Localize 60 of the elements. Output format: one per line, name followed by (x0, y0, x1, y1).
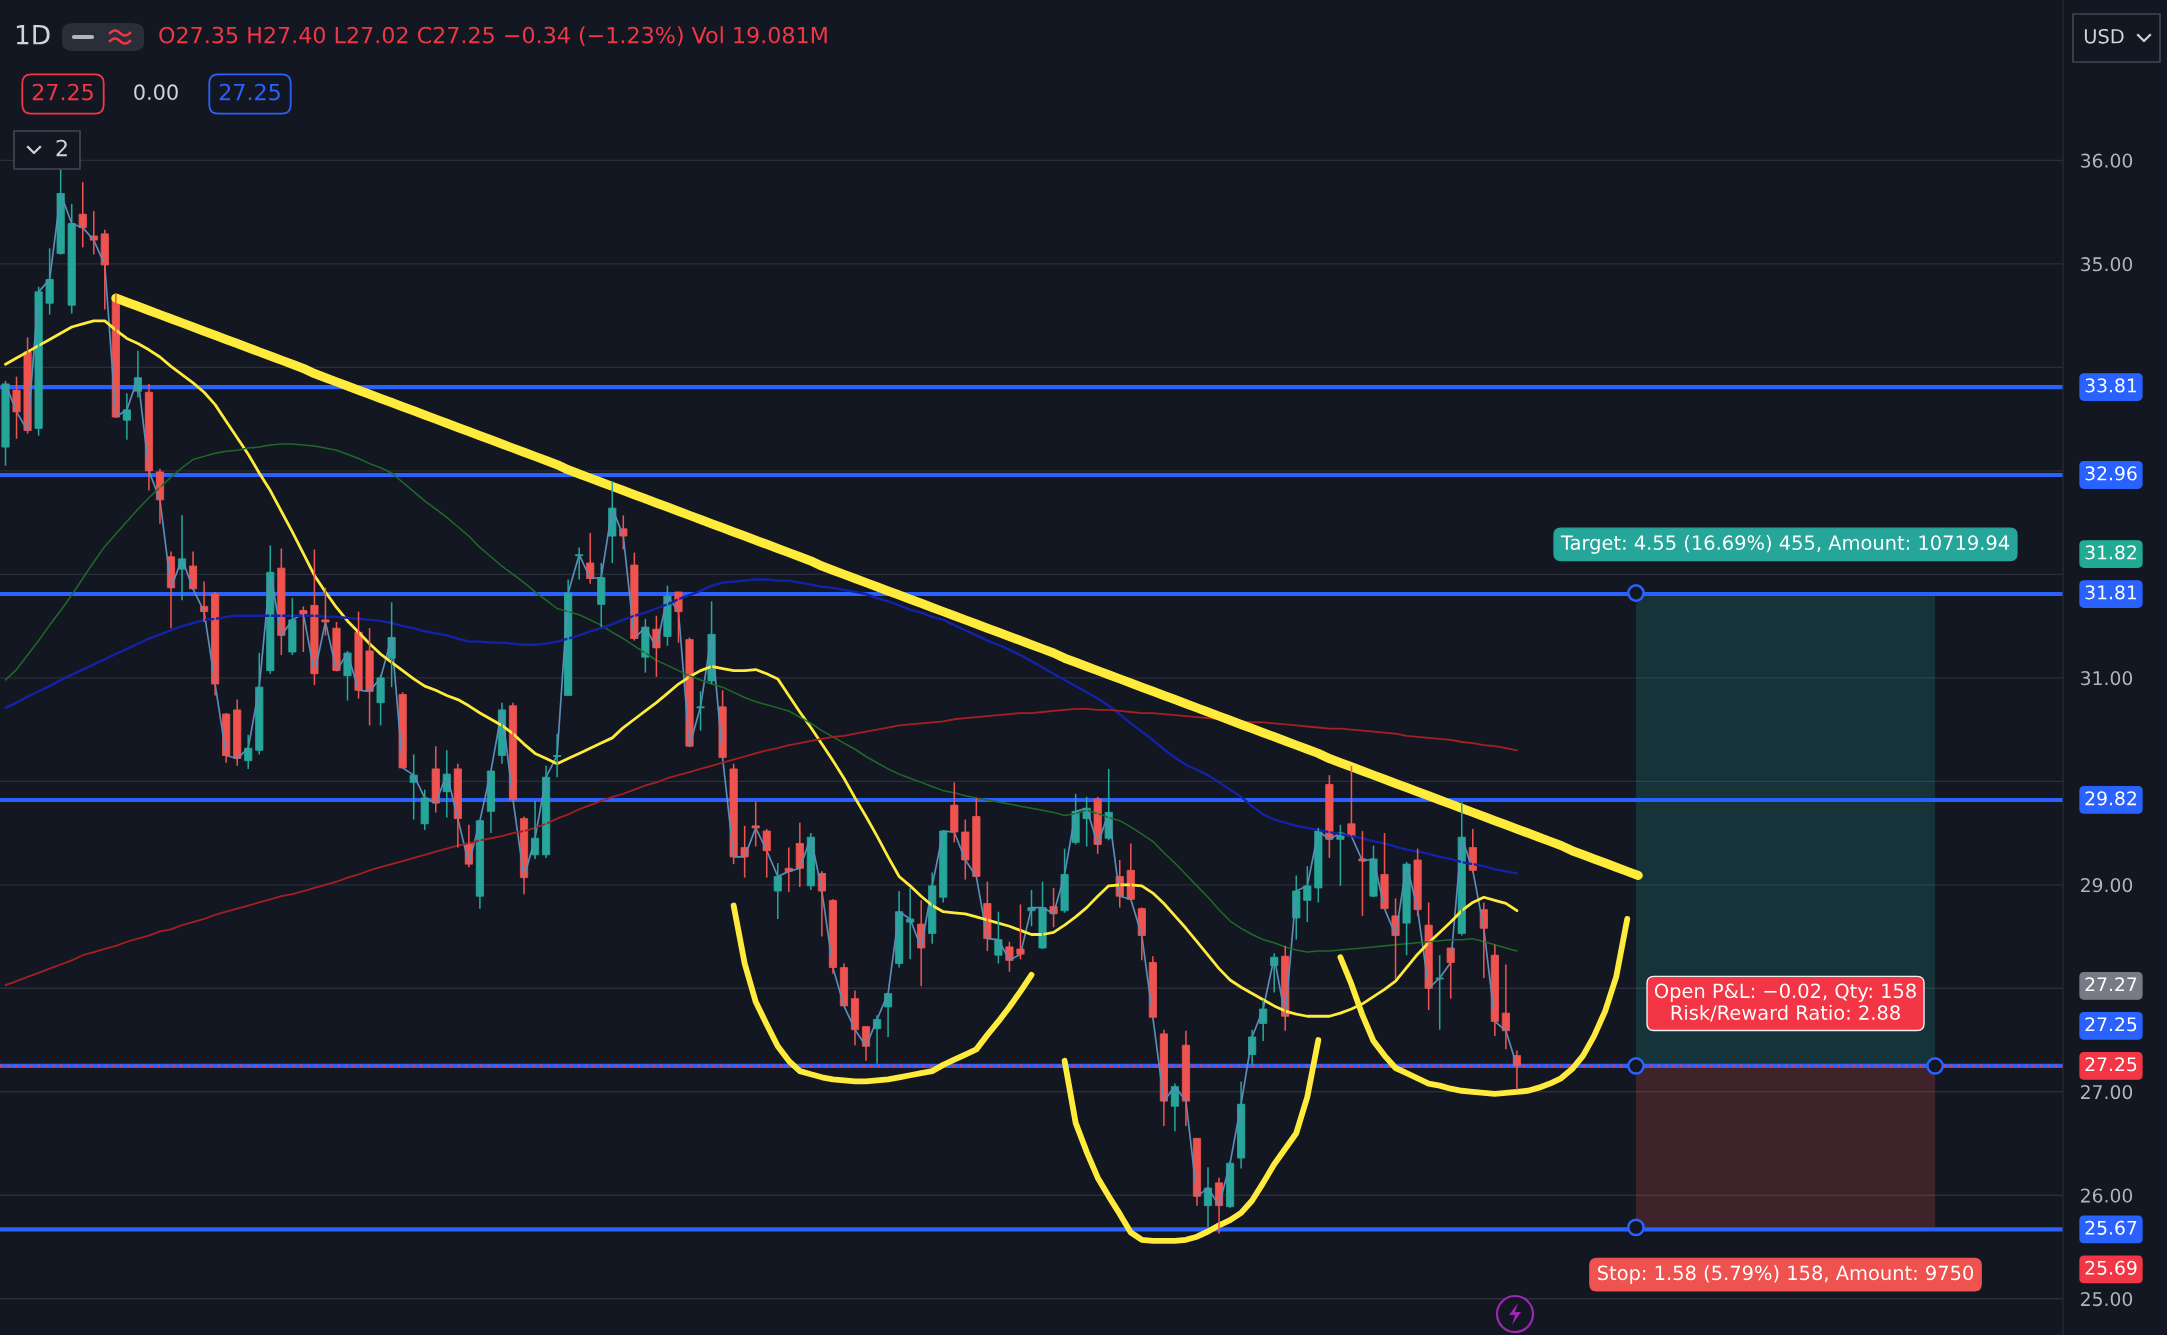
ref-line-label: 27.25 (2085, 1057, 2137, 1072)
candlestick (1, 380, 10, 467)
ref-line-label: 33.81 (2085, 378, 2137, 393)
text: O27.35 H27.40 L27.02 C27.25 −0.34 (−1.23%) Vol 19.081M (159, 26, 827, 47)
y-tick-label: 31.00 (2081, 671, 2133, 686)
candlestick (762, 828, 771, 879)
line-series (4, 578, 1519, 875)
ref-line-label: 31.81 (2085, 585, 2137, 600)
band-label: Target: 4.55 (16.69%) 455, Amount: 10719.94 (1560, 534, 2010, 554)
candlestick (1303, 865, 1312, 923)
line-series (4, 707, 1518, 987)
line-series (4, 443, 1518, 953)
candlestick (321, 587, 330, 637)
ref-line-label: 32.96 (2085, 466, 2137, 481)
y-tick-label: 26.00 (2081, 1188, 2133, 1203)
candlestick (773, 862, 782, 920)
candlestick (729, 762, 738, 865)
candlestick (950, 781, 959, 844)
candlestick (994, 910, 1003, 965)
text: 1D (16, 25, 50, 45)
candlestick (961, 818, 970, 881)
candlestick (299, 605, 308, 653)
text: USD (2084, 28, 2124, 44)
candlestick (420, 788, 429, 831)
candlestick (751, 801, 760, 848)
candlestick (365, 627, 374, 727)
candlestick (1016, 903, 1025, 961)
ref-line-label: 27.25 (2085, 1017, 2137, 1032)
y-tick-label: 27.00 (2081, 1085, 2133, 1100)
candlestick (1060, 847, 1069, 914)
ref-line-label: 25.67 (2085, 1220, 2137, 1235)
y-tick-label: 35.00 (2081, 257, 2133, 272)
candlestick (972, 797, 981, 878)
annotation: 27.25 (32, 83, 93, 101)
candlestick (12, 375, 21, 440)
candlestick (67, 203, 76, 315)
candlestick (376, 673, 385, 727)
candlestick (288, 597, 297, 656)
candlestick (696, 690, 705, 732)
y-tick-label: 25.00 (2081, 1291, 2133, 1307)
band-label: Stop: 1.58 (5.79%) 158, Amount: 9750 (1597, 1265, 1974, 1284)
annotation: Open P&L: −0.02, Qty: 158 Risk/Reward Ratio: 2.88 (1654, 983, 1916, 1022)
candlestick (354, 610, 363, 700)
candlestick (1325, 774, 1334, 859)
candlestick (1347, 765, 1356, 837)
candlestick (1413, 847, 1422, 917)
text: 31.82 (2085, 545, 2136, 560)
annotation: 2 (56, 139, 67, 157)
candlestick (45, 247, 54, 316)
candlestick (1435, 954, 1444, 1031)
annotation: 0.00 (134, 84, 178, 101)
candlestick (1314, 827, 1323, 904)
annotation: 27.25 (219, 83, 280, 101)
y-tick-label: 29.00 (2081, 878, 2133, 893)
candlestick (1038, 880, 1047, 950)
text: 27.27 (2085, 977, 2137, 992)
ref-line-label: 29.82 (2085, 791, 2136, 806)
candlestick (1358, 830, 1367, 917)
y-tick-label: 36.00 (2081, 153, 2133, 168)
text: 25.69 (2085, 1260, 2137, 1275)
